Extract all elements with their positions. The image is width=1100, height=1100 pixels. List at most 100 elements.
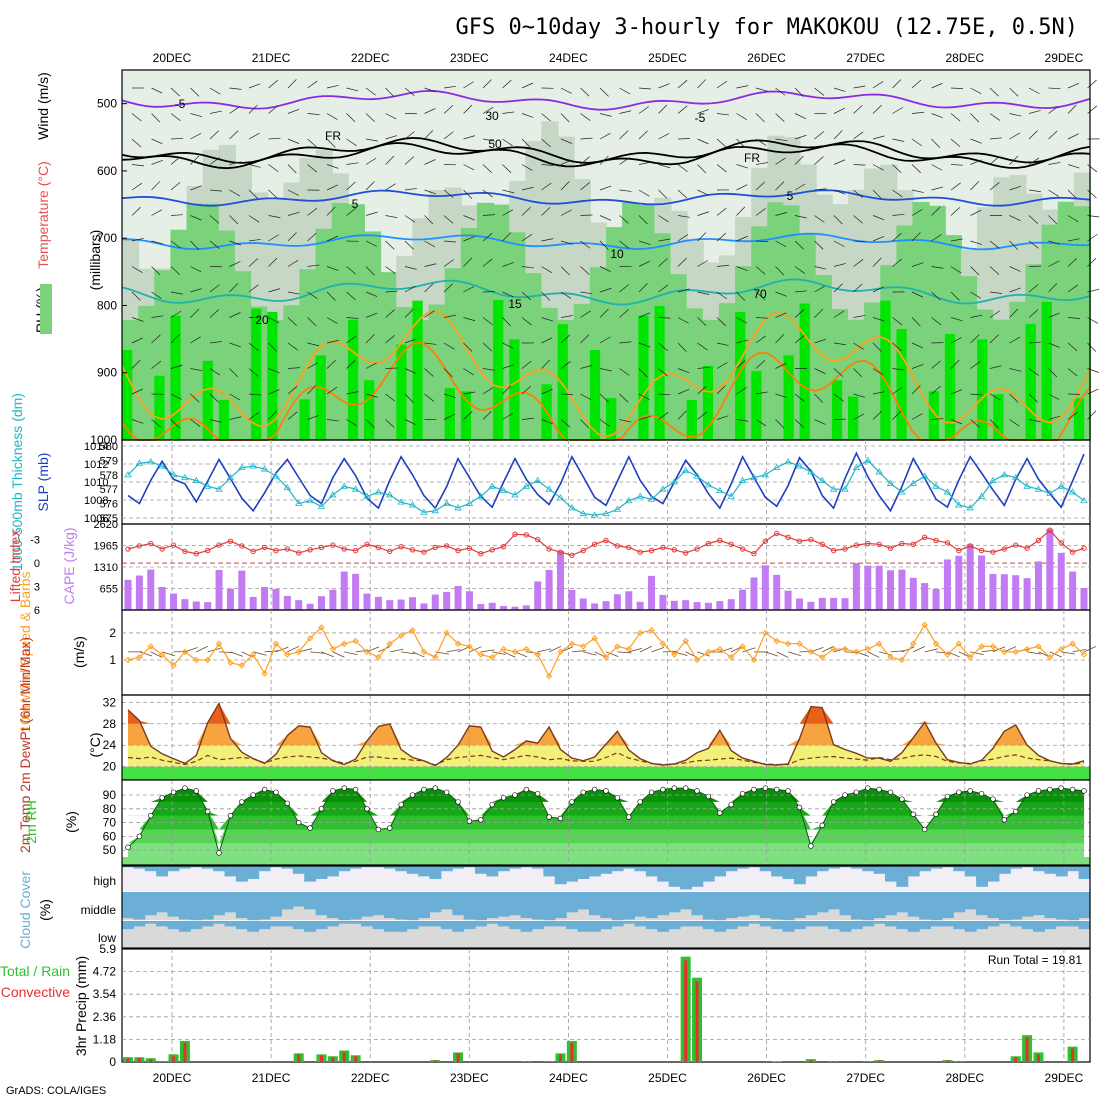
wind-speed-point	[727, 654, 735, 661]
upper-wind-barb	[853, 215, 863, 224]
lifted-index-point	[819, 541, 825, 548]
cloud-bar	[919, 866, 932, 872]
upper-wind-barb	[736, 387, 747, 395]
upper-wind-barb	[872, 368, 884, 376]
rh-2m-unit-label: (%)	[63, 811, 79, 833]
rh-band-high	[557, 324, 568, 440]
surface-wind-barb	[139, 651, 153, 657]
thickness-point	[670, 478, 678, 485]
upper-wind-barb	[638, 368, 648, 378]
cape-bar	[420, 603, 428, 610]
precip-convective-bar	[570, 1042, 574, 1062]
cape-bar	[648, 575, 656, 610]
cape-bar	[124, 579, 132, 610]
upper-wind-barb	[541, 182, 552, 191]
precip-convective-bar	[877, 1060, 881, 1062]
upper-wind-barb	[814, 338, 826, 344]
lifted-index-point	[227, 538, 234, 544]
rh-point	[853, 789, 860, 795]
cape-tick: 1965	[94, 541, 118, 553]
cloud-bar	[862, 866, 875, 872]
upper-wind-barb	[658, 238, 671, 242]
thickness-point	[773, 463, 781, 470]
rh-band	[299, 269, 317, 440]
upper-wind-barb	[775, 291, 787, 297]
cloud-bar	[247, 921, 260, 932]
upper-wind-barb	[404, 338, 417, 344]
lifted-index-point	[739, 546, 746, 552]
upper-wind-barb	[989, 310, 1001, 318]
li-tick: 0	[34, 558, 40, 570]
wind-speed-point	[386, 640, 393, 647]
upper-wind-barb	[560, 393, 574, 395]
wind-axis-label: Wind (m/s)	[35, 72, 51, 140]
rh-point	[204, 808, 211, 815]
upper-wind-barb	[287, 291, 300, 295]
wind-speed-point	[580, 643, 587, 650]
rh-point	[1047, 786, 1053, 793]
rh-tick: 90	[103, 788, 117, 802]
upper-wind-barb	[131, 266, 143, 273]
wind-speed-point	[352, 637, 359, 645]
cloud-bar	[213, 921, 225, 924]
upper-wind-barb	[1067, 133, 1079, 140]
cape-bar	[807, 601, 815, 610]
upper-wind-barb	[950, 182, 961, 191]
contour-label: 70	[753, 287, 767, 301]
cloud-bar	[634, 892, 647, 917]
slp-tick: 1006	[84, 513, 108, 525]
cloud-bar	[1055, 892, 1068, 920]
temp-unit-label: (°C)	[87, 732, 103, 757]
upper-wind-barb	[307, 342, 320, 347]
upper-wind-barb	[541, 164, 554, 166]
date-tick-top: 20DEC	[153, 51, 192, 65]
upper-wind-barb	[385, 183, 396, 191]
upper-wind-barb	[560, 334, 571, 344]
cloud-bar	[816, 866, 829, 872]
precip-convective-bar	[695, 981, 699, 1062]
cape-bar	[204, 602, 212, 610]
rh-band	[718, 303, 737, 440]
cloud-bar	[554, 892, 567, 919]
precip-tick: 3.54	[93, 987, 117, 1001]
cloud-bar	[839, 892, 852, 916]
upper-wind-barb	[775, 157, 786, 165]
upper-wind-barb	[424, 159, 436, 165]
upper-wind-barb	[385, 155, 395, 165]
upper-wind-barb	[521, 233, 533, 242]
thickness-point	[738, 476, 747, 483]
upper-wind-barb	[424, 215, 434, 225]
cloud-bar	[634, 921, 647, 927]
rh-band-high	[202, 360, 213, 440]
upper-wind-barb	[619, 130, 629, 140]
cloud-bar	[247, 866, 260, 879]
upper-wind-barb	[190, 215, 202, 221]
upper-wind-barb	[599, 215, 612, 221]
upper-wind-barb	[482, 164, 492, 173]
upper-wind-barb	[1067, 215, 1079, 223]
upper-wind-barb	[736, 113, 747, 121]
cloud-bar	[178, 866, 191, 869]
upper-wind-barb	[365, 291, 378, 297]
cloud-bar	[782, 892, 795, 921]
date-tick-bottom: 28DEC	[945, 1071, 984, 1085]
rh-band-high	[783, 355, 794, 440]
upper-wind-barb	[131, 388, 144, 395]
upper-wind-barb	[1028, 284, 1039, 293]
upper-wind-barb	[482, 232, 493, 242]
upper-wind-barb	[970, 334, 980, 344]
upper-wind-barb	[833, 263, 846, 267]
cloud-bar	[349, 892, 362, 920]
upper-wind-barb	[970, 209, 982, 216]
upper-wind-barb	[872, 215, 885, 221]
cape-bar	[625, 591, 633, 610]
thickness-point	[340, 482, 348, 489]
upper-wind-barb	[970, 181, 980, 191]
upper-wind-barb	[521, 385, 532, 395]
cloud-bar	[531, 892, 544, 920]
rh-band-high	[944, 333, 956, 440]
cape-bar	[295, 600, 303, 610]
upper-wind-barb	[638, 106, 649, 114]
cloud-bar	[657, 892, 670, 916]
